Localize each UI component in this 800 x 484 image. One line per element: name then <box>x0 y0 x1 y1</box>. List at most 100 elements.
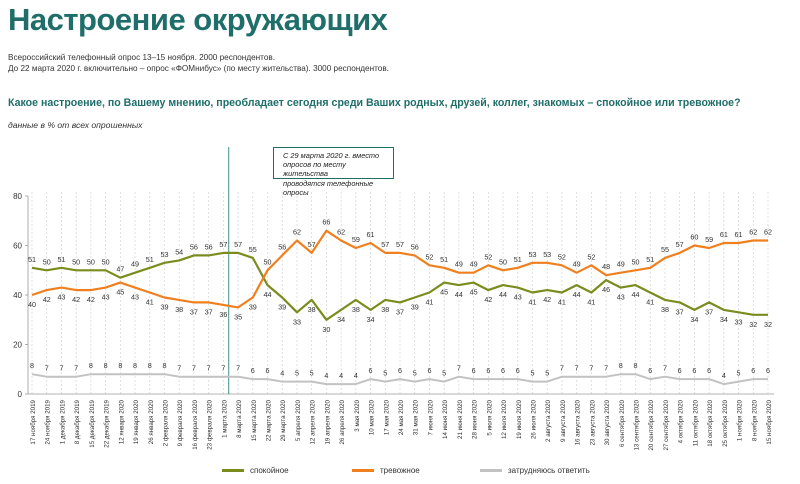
data-label: 8 <box>634 361 638 370</box>
x-tick-label: 17 мая 2020 <box>383 399 390 435</box>
data-label: 57 <box>219 240 227 249</box>
data-label: 6 <box>707 366 711 375</box>
x-tick-label: 1 марта 2020 <box>221 399 228 437</box>
data-label: 39 <box>278 302 286 311</box>
data-label: 46 <box>602 285 610 294</box>
legend-swatch-undecided <box>480 469 502 473</box>
data-label: 52 <box>587 252 595 261</box>
data-label: 8 <box>148 361 152 370</box>
legend-label-anxious: тревожное <box>380 466 420 475</box>
data-label: 6 <box>427 366 431 375</box>
x-tick-label: 26 января 2020 <box>148 399 155 444</box>
x-tick-label: 22 декабря 2019 <box>104 399 111 447</box>
data-label: 51 <box>440 255 448 264</box>
x-tick-label: 11 октября 2020 <box>692 399 699 446</box>
x-tick-label: 31 мая 2020 <box>413 399 420 435</box>
data-label: 7 <box>589 364 593 373</box>
x-tick-label: 12 января 2020 <box>118 399 125 444</box>
data-label: 41 <box>646 298 654 307</box>
x-tick-label: 19 июля 2020 <box>516 399 523 439</box>
data-label: 52 <box>425 252 433 261</box>
data-label: 34 <box>337 315 345 324</box>
data-label: 43 <box>514 293 522 302</box>
data-label: 62 <box>749 228 757 237</box>
data-label: 50 <box>632 257 640 266</box>
x-tick-label: 4 октября 2020 <box>678 399 685 443</box>
data-label: 5 <box>310 369 314 378</box>
data-label: 7 <box>604 364 608 373</box>
data-label: 38 <box>175 305 183 314</box>
data-label: 50 <box>499 257 507 266</box>
data-label: 52 <box>558 252 566 261</box>
x-tick-label: 28 июня 2020 <box>472 399 479 439</box>
data-label: 6 <box>692 366 696 375</box>
data-label: 57 <box>381 240 389 249</box>
x-tick-label: 20 сентября 2020 <box>648 399 655 450</box>
data-label: 38 <box>661 305 669 314</box>
data-label: 57 <box>676 240 684 249</box>
data-label: 4 <box>280 369 284 378</box>
x-tick-label: 23 февраля 2020 <box>207 399 214 449</box>
x-tick-label: 18 октября 2020 <box>707 399 714 446</box>
data-label: 6 <box>472 366 476 375</box>
data-label: 56 <box>278 242 286 251</box>
data-label: 5 <box>295 369 299 378</box>
data-label: 5 <box>737 369 741 378</box>
data-label: 43 <box>57 293 65 302</box>
x-tick-label: 9 августа 2020 <box>560 399 567 442</box>
method-change-callout: С 29 марта 2020 г. вместо опросов по мес… <box>273 147 394 197</box>
data-label: 4 <box>339 371 343 380</box>
callout-line-3: проводятся телефонные опросы <box>283 178 374 197</box>
x-tick-label: 9 февраля 2020 <box>177 399 184 446</box>
y-tick-label: 20 <box>13 341 22 350</box>
data-label: 37 <box>676 307 684 316</box>
data-label: 7 <box>663 364 667 373</box>
data-label: 47 <box>116 265 124 274</box>
legend-item-anxious: тревожное <box>352 466 420 475</box>
data-label: 8 <box>118 361 122 370</box>
data-label: 62 <box>293 228 301 237</box>
x-tick-label: 23 августа 2020 <box>589 399 596 445</box>
data-label: 41 <box>425 298 433 307</box>
data-label: 54 <box>175 247 183 256</box>
data-label: 51 <box>514 255 522 264</box>
data-label: 66 <box>322 218 330 227</box>
x-tick-label: 24 мая 2020 <box>398 399 405 435</box>
series-line-1 <box>31 229 768 309</box>
data-label: 44 <box>632 290 640 299</box>
data-label: 52 <box>484 252 492 261</box>
x-tick-label: 2 августа 2020 <box>545 399 552 442</box>
y-tick-label: 40 <box>13 291 22 300</box>
data-label: 7 <box>221 364 225 373</box>
data-label: 49 <box>573 260 581 269</box>
x-tick-label: 19 апреля 2020 <box>324 399 331 444</box>
callout-line-2: опросов по месту жительства <box>283 160 346 179</box>
data-label: 6 <box>369 366 373 375</box>
data-label: 55 <box>661 245 669 254</box>
x-tick-label: 15 декабря 2019 <box>89 399 96 447</box>
legend-swatch-anxious <box>352 469 374 473</box>
x-tick-label: 5 апреля 2020 <box>295 399 302 441</box>
data-label: 37 <box>705 307 713 316</box>
x-tick-label: 15 марта 2020 <box>251 399 258 441</box>
x-tick-label: 8 декабря 2019 <box>74 399 81 444</box>
data-label: 62 <box>764 228 772 237</box>
data-label: 51 <box>57 255 65 264</box>
x-tick-label: 15 ноября 2020 <box>766 399 773 444</box>
data-label: 35 <box>234 312 242 321</box>
data-label: 50 <box>87 257 95 266</box>
legend-label-undecided: затрудняюсь ответить <box>508 466 590 475</box>
x-tick-label: 12 апреля 2020 <box>310 399 317 444</box>
data-label: 45 <box>470 288 478 297</box>
data-label: 6 <box>751 366 755 375</box>
x-tick-label: 16 февраля 2020 <box>192 399 199 449</box>
x-tick-label: 30 августа 2020 <box>604 399 611 445</box>
data-label: 38 <box>352 305 360 314</box>
x-tick-label: 17 ноября 2019 <box>30 399 37 444</box>
y-tick-label: 80 <box>13 192 22 201</box>
data-label: 7 <box>74 364 78 373</box>
data-label: 6 <box>766 366 770 375</box>
x-tick-label: 24 ноября 2019 <box>45 399 52 444</box>
data-label: 6 <box>251 366 255 375</box>
survey-method-note: До 22 марта 2020 г. включительно – опрос… <box>8 64 389 73</box>
